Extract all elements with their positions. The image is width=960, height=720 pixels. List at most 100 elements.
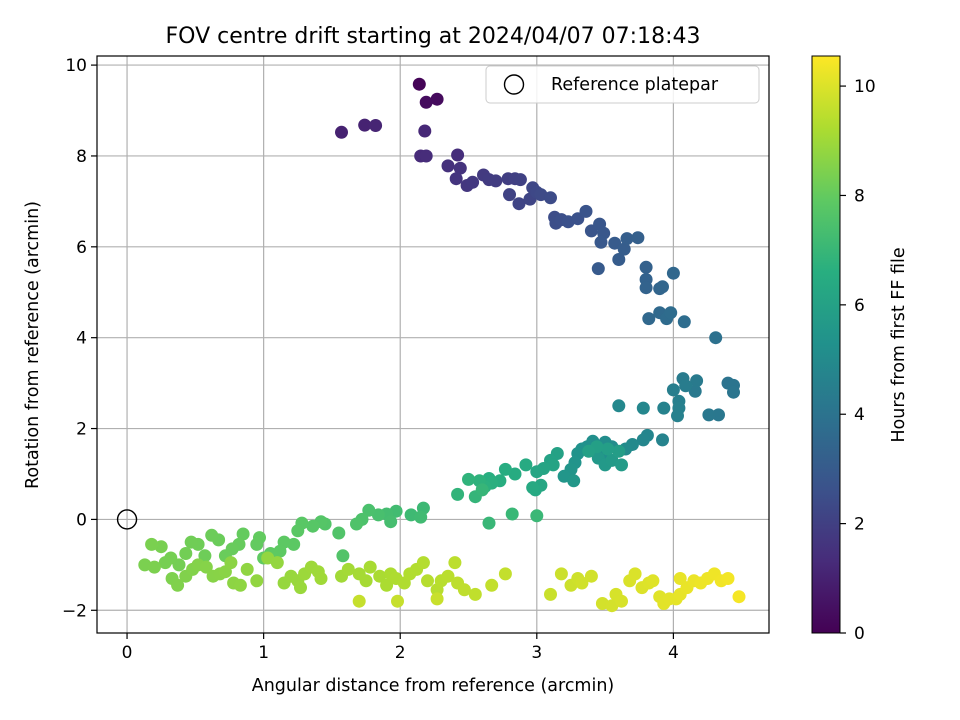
data-point [505, 507, 519, 521]
data-point [205, 528, 219, 542]
data-point [513, 173, 527, 187]
colorbar-label: Hours from first FF file [889, 247, 909, 442]
data-point [314, 572, 328, 585]
data-point [448, 556, 462, 570]
data-point [594, 235, 608, 249]
data-point [512, 197, 526, 211]
data-point [358, 118, 372, 132]
data-point [441, 569, 455, 583]
data-point [294, 581, 307, 595]
data-point [449, 172, 463, 186]
data-point [466, 175, 480, 189]
colorbar: 0 2 4 6 8 10 Hours from first FF file [811, 55, 909, 644]
data-point [628, 567, 642, 581]
x-tick-label: 1 [258, 643, 269, 663]
data-point [530, 465, 544, 479]
y-tick-label: 10 [65, 56, 87, 76]
colorbar-ticks: 0 2 4 6 8 10 [840, 77, 876, 644]
data-point [412, 77, 426, 91]
legend-label: Reference platepar [551, 75, 719, 95]
data-point [270, 556, 284, 570]
data-point [727, 385, 740, 399]
data-point [664, 306, 678, 320]
data-point [612, 253, 626, 266]
data-point [636, 401, 650, 415]
colorbar-tick-label: 0 [854, 624, 865, 644]
data-point [418, 124, 432, 138]
data-point [519, 458, 533, 472]
data-point [391, 594, 404, 608]
data-point [380, 578, 394, 592]
colorbar-tick-label: 8 [854, 186, 865, 206]
data-point [721, 572, 735, 585]
data-point [198, 549, 212, 563]
y-tick-label: 2 [76, 420, 87, 440]
data-point [430, 592, 444, 606]
data-point [657, 401, 671, 415]
data-point [544, 587, 557, 601]
data-point [451, 148, 465, 162]
data-point [671, 409, 684, 423]
data-point [639, 281, 653, 295]
data-point [612, 444, 626, 458]
data-point [373, 569, 387, 583]
data-point [631, 231, 645, 245]
data-point [642, 312, 656, 326]
data-point [582, 444, 596, 458]
data-point [612, 399, 626, 413]
data-point [362, 503, 376, 517]
data-point [451, 487, 465, 501]
data-point [414, 510, 428, 524]
data-point [485, 578, 499, 592]
data-point [306, 519, 320, 533]
data-point [639, 260, 653, 274]
y-tick-label: 6 [76, 238, 87, 258]
data-point [591, 262, 605, 276]
data-point [199, 560, 213, 574]
data-point [352, 594, 366, 608]
data-point [544, 191, 557, 205]
data-point [419, 149, 433, 163]
x-tick-label: 4 [668, 643, 679, 663]
data-point [482, 516, 496, 530]
data-point [666, 383, 680, 397]
data-point [636, 433, 650, 447]
data-point [498, 567, 512, 581]
data-point [554, 567, 568, 581]
data-point [359, 574, 373, 588]
legend: Reference platepar [485, 65, 760, 104]
data-point [666, 266, 680, 280]
data-point [468, 587, 482, 601]
data-point [617, 242, 631, 256]
data-point [250, 574, 264, 588]
y-tick-label: 8 [76, 147, 87, 167]
y-tick-label: 4 [76, 329, 87, 349]
data-point [158, 556, 172, 570]
data-point [453, 161, 467, 175]
data-point [656, 280, 669, 294]
data-point [147, 560, 161, 574]
data-point [503, 188, 516, 202]
data-point [350, 517, 363, 531]
data-point [384, 515, 398, 529]
legend-box [485, 65, 760, 104]
data-point [677, 315, 691, 329]
data-point [526, 481, 540, 495]
grid-lines [97, 56, 769, 633]
data-point [601, 442, 615, 456]
data-point [567, 474, 581, 488]
data-point [498, 462, 512, 476]
data-point [709, 331, 723, 345]
chart-title: FOV centre drift starting at 2024/04/07 … [166, 24, 701, 49]
x-axis-ticks: 0 1 2 3 4 [122, 633, 679, 663]
colorbar-gradient [811, 55, 841, 634]
y-tick-label: 0 [76, 510, 87, 530]
y-axis-label: Rotation from reference (arcmin) [23, 201, 43, 489]
data-point [341, 562, 355, 576]
data-point [179, 547, 193, 560]
data-point [457, 583, 471, 597]
data-point [673, 572, 687, 585]
data-point [430, 92, 444, 106]
data-point [620, 232, 634, 246]
